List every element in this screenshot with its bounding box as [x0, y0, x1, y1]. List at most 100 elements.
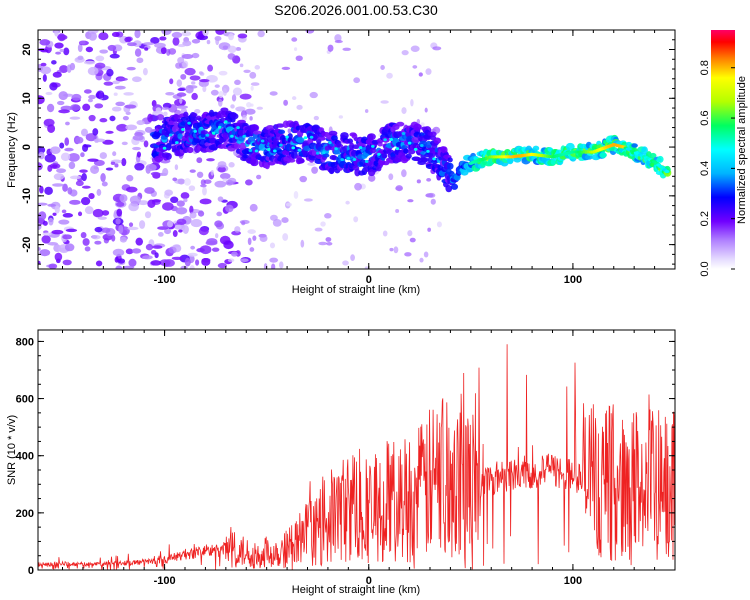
noise-blob	[80, 128, 88, 137]
noise-blob	[111, 234, 116, 242]
noise-blob	[295, 55, 303, 62]
noise-blob	[386, 72, 393, 79]
noise-blob	[93, 138, 106, 143]
ridge-core	[181, 127, 185, 131]
noise-blob	[202, 186, 207, 196]
noise-blob	[206, 39, 211, 45]
noise-blob	[71, 93, 82, 101]
noise-blob	[241, 114, 247, 122]
snr-xlabel: Height of straight line (km)	[292, 584, 420, 596]
noise-blob	[67, 152, 80, 162]
noise-blob	[175, 62, 182, 69]
noise-blob	[189, 75, 201, 81]
noise-blob	[47, 241, 59, 246]
noise-blob	[111, 106, 122, 112]
noise-blob	[191, 38, 201, 44]
noise-blob	[114, 163, 119, 168]
noise-blob	[156, 114, 165, 121]
noise-blob	[65, 228, 78, 233]
noise-blob	[122, 116, 129, 121]
ridge-blob	[295, 137, 305, 143]
noise-blob	[64, 147, 74, 152]
noise-blob	[202, 30, 209, 37]
noise-blob	[338, 115, 343, 119]
noise-blob	[244, 108, 256, 115]
noise-blob	[176, 92, 187, 97]
noise-blob	[124, 36, 132, 43]
noise-blob	[169, 78, 174, 85]
noise-blob	[157, 232, 164, 237]
noise-blob	[48, 217, 54, 226]
noise-blob	[132, 134, 144, 141]
ridge-core	[420, 143, 424, 147]
noise-blob	[353, 77, 361, 84]
ridge-blob	[234, 142, 241, 150]
noise-blob	[96, 188, 102, 196]
noise-blob	[80, 152, 85, 158]
noise-blob	[64, 137, 70, 146]
noise-blob	[62, 213, 74, 218]
noise-blob	[171, 31, 183, 39]
noise-blob	[51, 164, 58, 169]
ridge-blob	[401, 145, 408, 150]
noise-blob	[410, 45, 420, 52]
noise-blob	[134, 30, 141, 39]
noise-blob	[40, 49, 49, 53]
noise-blob	[172, 36, 180, 46]
noise-blob	[54, 30, 59, 37]
noise-blob	[259, 234, 268, 243]
y-tick-label: -10	[21, 188, 33, 204]
ridge-core	[242, 134, 247, 138]
noise-blob	[227, 258, 235, 263]
noise-blob	[211, 247, 220, 252]
y-tick-label: 600	[16, 394, 34, 406]
noise-blob	[106, 68, 114, 77]
noise-blob	[101, 227, 111, 233]
colorbar-tick-label: 0.8	[699, 60, 711, 75]
y-tick-label: 20	[21, 43, 33, 55]
noise-blob	[256, 174, 262, 180]
noise-blob	[228, 162, 235, 168]
noise-blob	[350, 254, 355, 262]
noise-blob	[38, 211, 47, 221]
noise-blob	[62, 259, 72, 266]
noise-blob	[395, 185, 403, 192]
noise-blob	[206, 158, 215, 162]
noise-blob	[164, 189, 174, 196]
noise-blob	[199, 72, 205, 76]
noise-blob	[107, 44, 117, 52]
noise-blob	[59, 65, 69, 73]
noise-blob	[111, 31, 120, 38]
noise-blob	[54, 205, 60, 214]
noise-blob	[112, 248, 125, 257]
noise-blob	[44, 186, 53, 196]
noise-blob	[69, 116, 81, 120]
ridge-blob	[331, 135, 338, 141]
noise-blob	[132, 76, 142, 83]
noise-blob	[184, 67, 196, 76]
noise-blob	[191, 81, 196, 85]
noise-blob	[62, 234, 73, 240]
noise-blob	[191, 92, 198, 101]
noise-blob	[294, 47, 298, 52]
ridge-core	[248, 149, 253, 153]
ridge-core	[254, 149, 259, 153]
ridge-blob	[278, 129, 286, 135]
x-tick-label: -100	[154, 274, 176, 286]
noise-blob	[154, 252, 159, 259]
noise-blob	[189, 211, 197, 219]
noise-blob	[181, 31, 192, 37]
noise-blob	[281, 217, 289, 224]
noise-blob	[174, 109, 181, 116]
noise-blob	[249, 203, 258, 212]
noise-blob	[281, 66, 291, 71]
noise-blob	[94, 103, 104, 109]
colorbar-tick-label: 0.2	[699, 211, 711, 226]
ridge-blob	[450, 183, 459, 190]
noise-blob	[115, 101, 125, 107]
ridge-blob	[287, 133, 293, 140]
noise-blob	[250, 82, 260, 86]
ridge-core	[358, 146, 363, 150]
ridge-blob	[250, 158, 259, 167]
